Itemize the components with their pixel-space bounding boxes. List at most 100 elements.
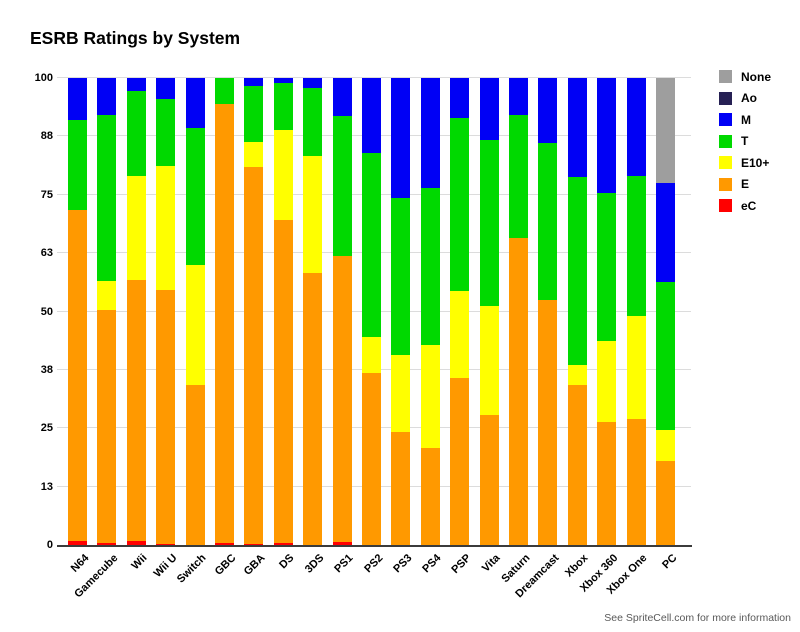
bar-segment-E-Dreamcast[interactable] <box>538 299 558 545</box>
bar-segment-E-PSP[interactable] <box>450 378 470 545</box>
bar-segment-M-3DS[interactable] <box>303 78 323 88</box>
bar-segment-eC-N64[interactable] <box>68 540 87 545</box>
bar-segment-T-3DS[interactable] <box>303 87 323 157</box>
bar-segment-E10+-Xbox One[interactable] <box>626 316 646 420</box>
bar-segment-E10+-PS3[interactable] <box>391 354 411 432</box>
bar-segment-E10+-Switch[interactable] <box>185 264 205 385</box>
bar-segment-E10+-PS4[interactable] <box>420 344 440 449</box>
bar-segment-M-Switch[interactable] <box>185 78 205 128</box>
bar-segment-T-Wii U[interactable] <box>156 99 176 166</box>
bar-segment-M-Wii U[interactable] <box>156 78 176 100</box>
bar-segment-eC-Wii U[interactable] <box>156 544 176 545</box>
bar-segment-E10+-3DS[interactable] <box>303 156 323 274</box>
bar-segment-E10+-Wii[interactable] <box>126 175 146 281</box>
bar-segment-eC-DS[interactable] <box>273 543 293 545</box>
bar-segment-eC-GBC[interactable] <box>215 542 234 545</box>
bar-segment-M-DS[interactable] <box>273 78 293 84</box>
bar-segment-E-Xbox[interactable] <box>567 384 587 545</box>
bar-segment-T-Dreamcast[interactable] <box>538 142 558 300</box>
bar-segment-T-PS2[interactable] <box>362 153 381 337</box>
bar-segment-E10+-Vita[interactable] <box>479 306 499 415</box>
bar-segment-eC-Gamecube[interactable] <box>97 542 117 545</box>
bar-segment-eC-GBA[interactable] <box>244 543 264 545</box>
bar-PS3 <box>391 78 411 545</box>
bar-segment-E-N64[interactable] <box>68 209 87 541</box>
bar-segment-T-GBA[interactable] <box>244 86 264 142</box>
x-axis-label-Wii: Wii <box>129 552 150 573</box>
bar-segment-M-PS1[interactable] <box>332 78 352 117</box>
bar-segment-E-PC[interactable] <box>656 461 675 545</box>
bar-segment-T-GBC[interactable] <box>215 78 234 104</box>
bar-segment-T-Xbox 360[interactable] <box>597 192 617 342</box>
bar-Xbox <box>567 78 587 545</box>
bar-segment-M-PC[interactable] <box>656 183 675 282</box>
bar-segment-E-Switch[interactable] <box>185 384 205 545</box>
bar-segment-None-PC[interactable] <box>656 78 675 184</box>
bar-segment-E10+-PS2[interactable] <box>362 336 381 374</box>
bar-segment-T-Gamecube[interactable] <box>97 114 117 281</box>
legend-swatch-M <box>719 113 732 126</box>
bar-segment-M-Xbox[interactable] <box>567 78 587 177</box>
bar-segment-E-DS[interactable] <box>273 219 293 544</box>
legend-swatch-eC <box>719 199 732 212</box>
y-tick-label-25: 25 <box>40 422 53 435</box>
bar-segment-T-Xbox[interactable] <box>567 176 587 365</box>
bar-segment-T-PC[interactable] <box>656 281 675 431</box>
bar-segment-M-PS4[interactable] <box>420 78 440 189</box>
bar-segment-E10+-Gamecube[interactable] <box>97 280 117 310</box>
bar-segment-T-Wii[interactable] <box>126 90 146 176</box>
bar-segment-E10+-GBA[interactable] <box>244 141 264 168</box>
bar-segment-T-PSP[interactable] <box>450 118 470 292</box>
bar-segment-E-Xbox One[interactable] <box>626 419 646 545</box>
bar-segment-T-PS3[interactable] <box>391 198 411 355</box>
bar-segment-T-N64[interactable] <box>68 119 87 210</box>
bar-segment-E10+-PC[interactable] <box>656 430 675 462</box>
bar-segment-M-PS3[interactable] <box>391 78 411 199</box>
bar-segment-M-PSP[interactable] <box>450 78 470 119</box>
bar-segment-E10+-DS[interactable] <box>273 129 293 220</box>
bar-segment-M-GBA[interactable] <box>244 78 264 87</box>
bar-segment-M-Vita[interactable] <box>479 78 499 140</box>
bar-segment-M-Wii[interactable] <box>126 78 146 91</box>
bar-segment-E-PS2[interactable] <box>362 373 381 545</box>
bar-segment-E-PS1[interactable] <box>332 256 352 542</box>
bar-segment-T-DS[interactable] <box>273 83 293 130</box>
bar-segment-E-Wii[interactable] <box>126 280 146 541</box>
bar-segment-M-Dreamcast[interactable] <box>538 78 558 143</box>
x-axis-label-3DS: 3DS <box>302 552 327 576</box>
bar-PS2 <box>362 78 381 545</box>
bar-segment-M-Xbox 360[interactable] <box>597 78 617 193</box>
x-axis-line <box>57 545 692 547</box>
bar-segment-E-PS3[interactable] <box>391 431 411 545</box>
bar-segment-E10+-Xbox 360[interactable] <box>597 341 617 422</box>
x-axis-label-PS2: PS2 <box>361 552 385 576</box>
bar-segment-M-N64[interactable] <box>68 78 87 120</box>
bar-segment-T-Vita[interactable] <box>479 139 499 307</box>
bar-segment-M-Xbox One[interactable] <box>626 78 646 177</box>
bar-segment-T-Switch[interactable] <box>185 127 205 265</box>
bar-segment-E-Saturn[interactable] <box>509 238 528 545</box>
bar-segment-E-GBC[interactable] <box>215 103 234 543</box>
x-axis-label-PS3: PS3 <box>391 552 415 576</box>
bar-segment-M-Gamecube[interactable] <box>97 78 117 115</box>
bar-segment-E-PS4[interactable] <box>420 448 440 545</box>
bar-segment-E10+-Xbox[interactable] <box>567 364 587 385</box>
bar-segment-E-Gamecube[interactable] <box>97 309 117 543</box>
bar-segment-T-PS4[interactable] <box>420 188 440 345</box>
bar-segment-T-PS1[interactable] <box>332 116 352 257</box>
bar-segment-T-Saturn[interactable] <box>509 114 528 239</box>
bar-segment-E-Vita[interactable] <box>479 414 499 545</box>
bar-segment-E10+-Wii U[interactable] <box>156 165 176 290</box>
bar-segment-E-3DS[interactable] <box>303 273 323 545</box>
bar-segment-eC-Wii[interactable] <box>126 540 146 545</box>
bar-segment-M-Saturn[interactable] <box>509 78 528 115</box>
bar-segment-E10+-PSP[interactable] <box>450 291 470 379</box>
y-tick-label-88: 88 <box>40 130 53 143</box>
bar-segment-E-Wii U[interactable] <box>156 289 176 545</box>
bar-segment-M-PS2[interactable] <box>362 78 381 154</box>
bar-segment-eC-PS1[interactable] <box>332 541 352 545</box>
bar-segment-E-Xbox 360[interactable] <box>597 421 617 545</box>
bar-segment-T-Xbox One[interactable] <box>626 176 646 317</box>
bar-segment-E-GBA[interactable] <box>244 167 264 544</box>
